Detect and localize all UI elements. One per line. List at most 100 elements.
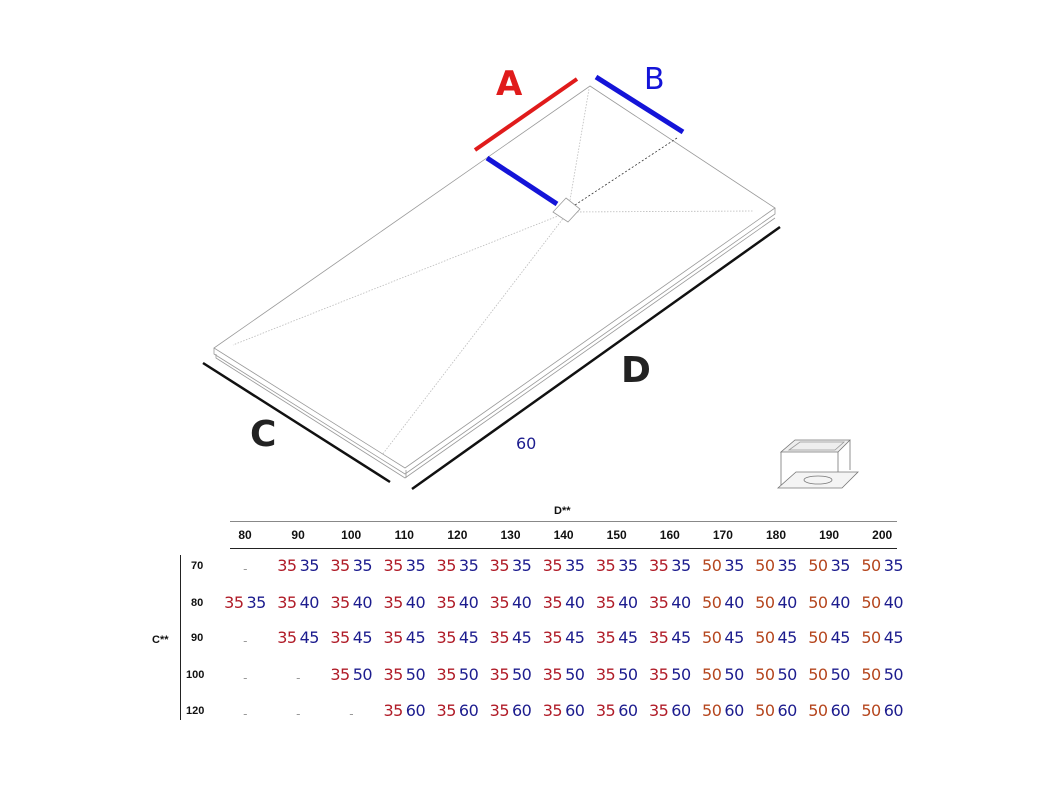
row-label: 90 bbox=[191, 632, 204, 644]
value-a: 35 bbox=[383, 665, 403, 684]
value-a: 50 bbox=[755, 665, 775, 684]
table-cell: 35 45 bbox=[277, 628, 319, 647]
dimension-d-line bbox=[411, 225, 781, 491]
value-a: 35 bbox=[330, 665, 350, 684]
value-b: 60 bbox=[724, 701, 744, 720]
empty-value: - bbox=[296, 707, 301, 721]
empty-value: - bbox=[349, 707, 354, 721]
value-b: 60 bbox=[883, 701, 904, 720]
table-cell: 50 40 bbox=[808, 593, 850, 612]
column-header: 190 bbox=[819, 528, 840, 542]
value-a: 35 bbox=[648, 701, 669, 720]
table-cell: 35 45 bbox=[383, 628, 425, 647]
table-cell: 35 35 bbox=[490, 556, 532, 575]
value-a: 50 bbox=[755, 628, 775, 647]
value-b: 35 bbox=[671, 556, 691, 575]
row-label: 70 bbox=[191, 560, 204, 572]
table-cell: 35 50 bbox=[649, 665, 691, 684]
value-a: 35 bbox=[383, 628, 403, 647]
label-c: C bbox=[250, 414, 277, 455]
value-b: 35 bbox=[565, 556, 585, 575]
drain-grate-icon bbox=[776, 439, 859, 489]
value-b: 60 bbox=[618, 701, 638, 720]
table-cell: 35 50 bbox=[330, 665, 372, 684]
value-b: 60 bbox=[458, 701, 479, 720]
value-a: 35 bbox=[489, 665, 510, 684]
table-cell: 35 40 bbox=[596, 593, 638, 612]
table-cell: 35 40 bbox=[330, 593, 372, 612]
depth-note: 60 bbox=[516, 434, 537, 453]
column-header: 80 bbox=[238, 528, 252, 542]
value-b: 35 bbox=[246, 593, 267, 612]
table-cell: 50 60 bbox=[755, 701, 797, 720]
value-a: 50 bbox=[702, 665, 722, 684]
table-cell: 50 50 bbox=[808, 665, 850, 684]
table-cell: 50 50 bbox=[755, 665, 797, 684]
value-b: 50 bbox=[512, 665, 532, 684]
table-cell: 35 60 bbox=[490, 701, 532, 720]
value-a: 35 bbox=[489, 556, 510, 575]
value-b: 50 bbox=[458, 665, 479, 684]
table-cell: 35 60 bbox=[543, 701, 585, 720]
value-b: 50 bbox=[352, 665, 373, 684]
table-cell: 35 45 bbox=[596, 628, 638, 647]
table-cell: 35 35 bbox=[596, 556, 638, 575]
value-b: 50 bbox=[883, 665, 904, 684]
value-b: 50 bbox=[565, 665, 585, 684]
value-a: 50 bbox=[808, 665, 828, 684]
table-cell: - bbox=[349, 703, 353, 722]
table-cell: 35 40 bbox=[383, 593, 425, 612]
value-b: 35 bbox=[830, 556, 851, 575]
value-a: 35 bbox=[277, 593, 297, 612]
column-header: 180 bbox=[765, 528, 787, 542]
label-d: D bbox=[621, 350, 651, 391]
column-header: 90 bbox=[291, 528, 305, 542]
value-b: 45 bbox=[883, 628, 904, 647]
row-label: 80 bbox=[191, 597, 204, 609]
value-a: 35 bbox=[489, 628, 510, 647]
table-top-rule bbox=[230, 521, 897, 522]
table-cell: - bbox=[296, 703, 300, 722]
label-a: A bbox=[496, 64, 523, 104]
table-cell: 35 60 bbox=[596, 701, 638, 720]
table-cell: - bbox=[296, 667, 300, 686]
table-cell: 35 45 bbox=[649, 628, 691, 647]
value-b: 60 bbox=[565, 701, 585, 720]
table-cell: 50 35 bbox=[702, 556, 744, 575]
row-header-c: C** bbox=[152, 634, 169, 646]
column-header: 200 bbox=[872, 528, 893, 542]
table-cell: - bbox=[243, 558, 247, 577]
value-a: 35 bbox=[595, 701, 616, 720]
value-b: 40 bbox=[405, 593, 426, 612]
table-cell: 50 45 bbox=[755, 628, 797, 647]
shower-tray-icon bbox=[213, 85, 776, 479]
value-b: 35 bbox=[405, 556, 426, 575]
column-header: 160 bbox=[659, 528, 680, 542]
value-b: 45 bbox=[405, 628, 426, 647]
value-a: 35 bbox=[436, 628, 457, 647]
table-cell: 35 35 bbox=[543, 556, 585, 575]
table-cell: 50 40 bbox=[861, 593, 903, 612]
table-cell: 50 35 bbox=[755, 556, 797, 575]
value-a: 35 bbox=[648, 628, 669, 647]
value-b: 45 bbox=[565, 628, 585, 647]
value-a: 35 bbox=[277, 628, 297, 647]
value-b: 60 bbox=[830, 701, 851, 720]
table-cell: 50 60 bbox=[861, 701, 903, 720]
value-b: 35 bbox=[777, 556, 798, 575]
empty-value: - bbox=[296, 671, 301, 685]
table-cell: 35 40 bbox=[277, 593, 319, 612]
empty-value: - bbox=[243, 562, 247, 576]
value-b: 45 bbox=[299, 628, 320, 647]
value-a: 35 bbox=[436, 593, 457, 612]
table-cell: 35 45 bbox=[490, 628, 532, 647]
value-b: 50 bbox=[618, 665, 638, 684]
table-cell: 50 45 bbox=[808, 628, 850, 647]
table-cell: 35 50 bbox=[596, 665, 638, 684]
empty-value: - bbox=[243, 671, 247, 685]
value-b: 45 bbox=[671, 628, 691, 647]
value-b: 50 bbox=[777, 665, 798, 684]
value-a: 35 bbox=[224, 593, 244, 612]
value-a: 35 bbox=[595, 665, 616, 684]
value-a: 35 bbox=[595, 593, 616, 612]
